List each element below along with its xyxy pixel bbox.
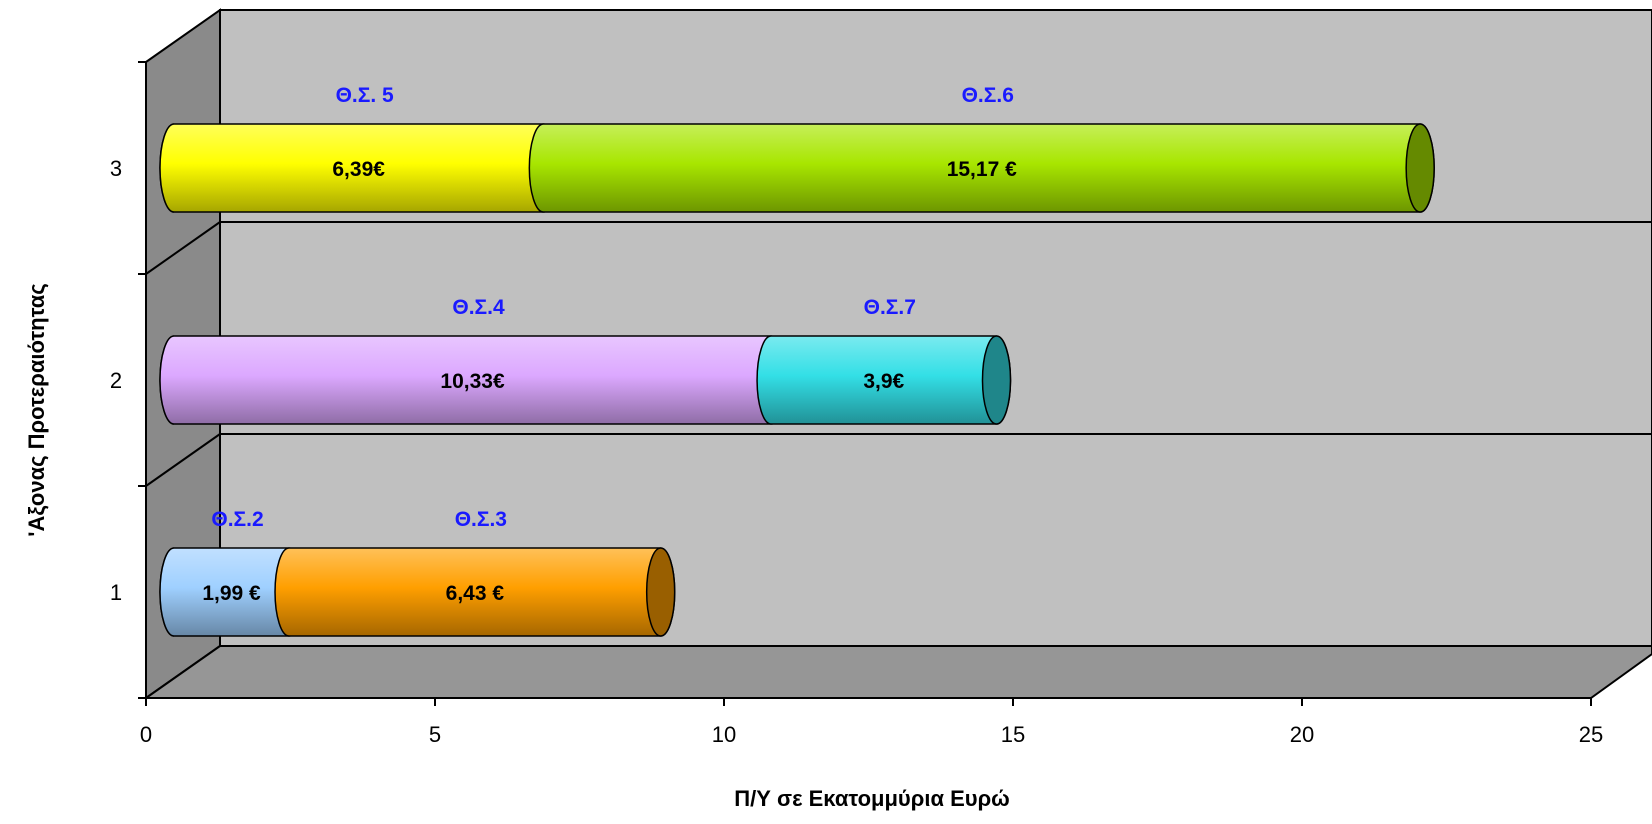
x-tick-label: 20 — [1290, 722, 1314, 747]
bar-value-label: 10,33€ — [440, 370, 505, 393]
floor — [142, 645, 1652, 699]
x-axis-title: Π/Υ σε Εκατομμύρια Ευρώ — [734, 786, 1010, 811]
series-name-label: Θ.Σ.2 — [211, 508, 263, 531]
bar-value-label: 3,9€ — [863, 370, 904, 393]
series-name-label: Θ.Σ. 5 — [336, 84, 394, 107]
y-tick-label: 1 — [110, 580, 122, 605]
x-tick-label: 0 — [140, 722, 152, 747]
series-name-label: Θ.Σ.3 — [455, 508, 507, 531]
bar-value-label: 6,39€ — [332, 158, 385, 181]
chart-gridlines — [145, 221, 1652, 487]
bar-end-cap — [645, 547, 676, 637]
x-tick-label: 15 — [1001, 722, 1025, 747]
chart-labels: 1,99 € Θ.Σ.2 6,43 € Θ.Σ.3 10,33€ Θ.Σ.4 3,9€ Θ.Σ… — [202, 84, 1017, 605]
bar-cap-left — [159, 547, 175, 637]
chart-axes: 0 5 10 15 20 25 1 2 3 — [110, 61, 1603, 747]
series-name-label: Θ.Σ.7 — [864, 296, 916, 319]
bar-value-label: 15,17 € — [947, 158, 1017, 181]
chart-bars — [159, 123, 1435, 637]
bar-end-cap — [981, 335, 1012, 425]
bar-value-label: 1,99 € — [202, 582, 261, 605]
bar-cap-left — [159, 335, 175, 425]
bar-value-label: 6,43 € — [446, 582, 505, 605]
side-wall-gridline — [145, 433, 221, 487]
series-name-label: Θ.Σ.6 — [962, 84, 1014, 107]
bar-end-cap — [1405, 123, 1435, 213]
y-axis-title: 'Αξονας Προτεραιότητας — [24, 283, 49, 536]
series-name-label: Θ.Σ.4 — [452, 296, 505, 319]
y-tick-label: 3 — [110, 156, 122, 181]
x-tick-label: 5 — [429, 722, 441, 747]
x-tick-label: 10 — [712, 722, 736, 747]
side-wall-gridline — [145, 221, 221, 275]
bar-cap-left — [159, 123, 175, 213]
y-tick-label: 2 — [110, 368, 122, 393]
x-tick-label: 25 — [1579, 722, 1603, 747]
